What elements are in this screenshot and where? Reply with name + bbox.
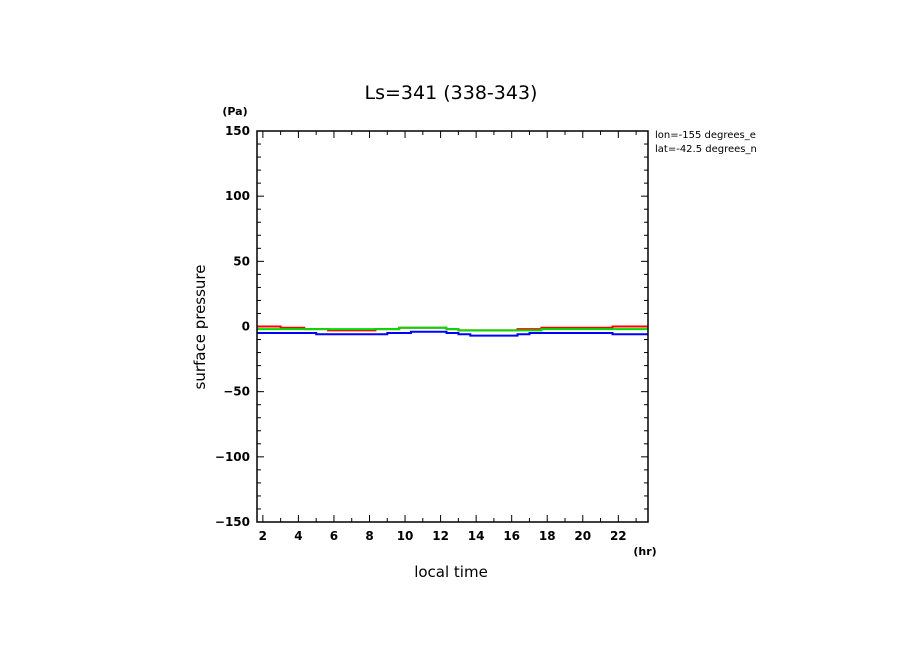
y-tick-label: 0	[242, 320, 250, 334]
annotation-lon: lon=-155 degrees_e	[655, 130, 756, 141]
x-tick-label: 16	[503, 529, 520, 543]
x-tick-label: 20	[574, 529, 591, 543]
x-tick-label: 14	[468, 529, 485, 543]
y-tick-label: −150	[215, 515, 250, 529]
x-tick-label: 2	[259, 529, 267, 543]
x-tick-label: 10	[397, 529, 414, 543]
y-tick-label: 150	[225, 124, 250, 138]
plot-frame	[256, 130, 649, 523]
y-tick-label: 100	[225, 189, 250, 203]
x-tick-label: 8	[365, 529, 373, 543]
y-tick-label: −50	[223, 385, 250, 399]
y-unit-label: (Pa)	[222, 105, 247, 118]
x-tick-label: 22	[610, 529, 627, 543]
annotation-lat: lat=-42.5 degrees_n	[655, 144, 757, 155]
x-tick-label: 6	[330, 529, 338, 543]
x-axis-label: local time	[414, 563, 488, 581]
series-line-2	[257, 326, 648, 332]
y-tick-label: −100	[215, 450, 250, 464]
y-tick-label: 50	[233, 254, 250, 268]
x-tick-label: 12	[432, 529, 449, 543]
series-line-3	[257, 330, 648, 337]
series-group	[257, 325, 648, 337]
x-tick-label: 18	[539, 529, 556, 543]
axis-ticks: 2 4 6 8 10 12 14 16 18 20 22 150 100 50 0 −50 −100 −150	[215, 124, 648, 543]
chart-title: Ls=341 (338-343)	[365, 82, 538, 104]
y-axis-label: surface pressure	[191, 265, 209, 390]
x-unit-label: (hr)	[633, 545, 656, 558]
x-tick-label: 4	[294, 529, 302, 543]
